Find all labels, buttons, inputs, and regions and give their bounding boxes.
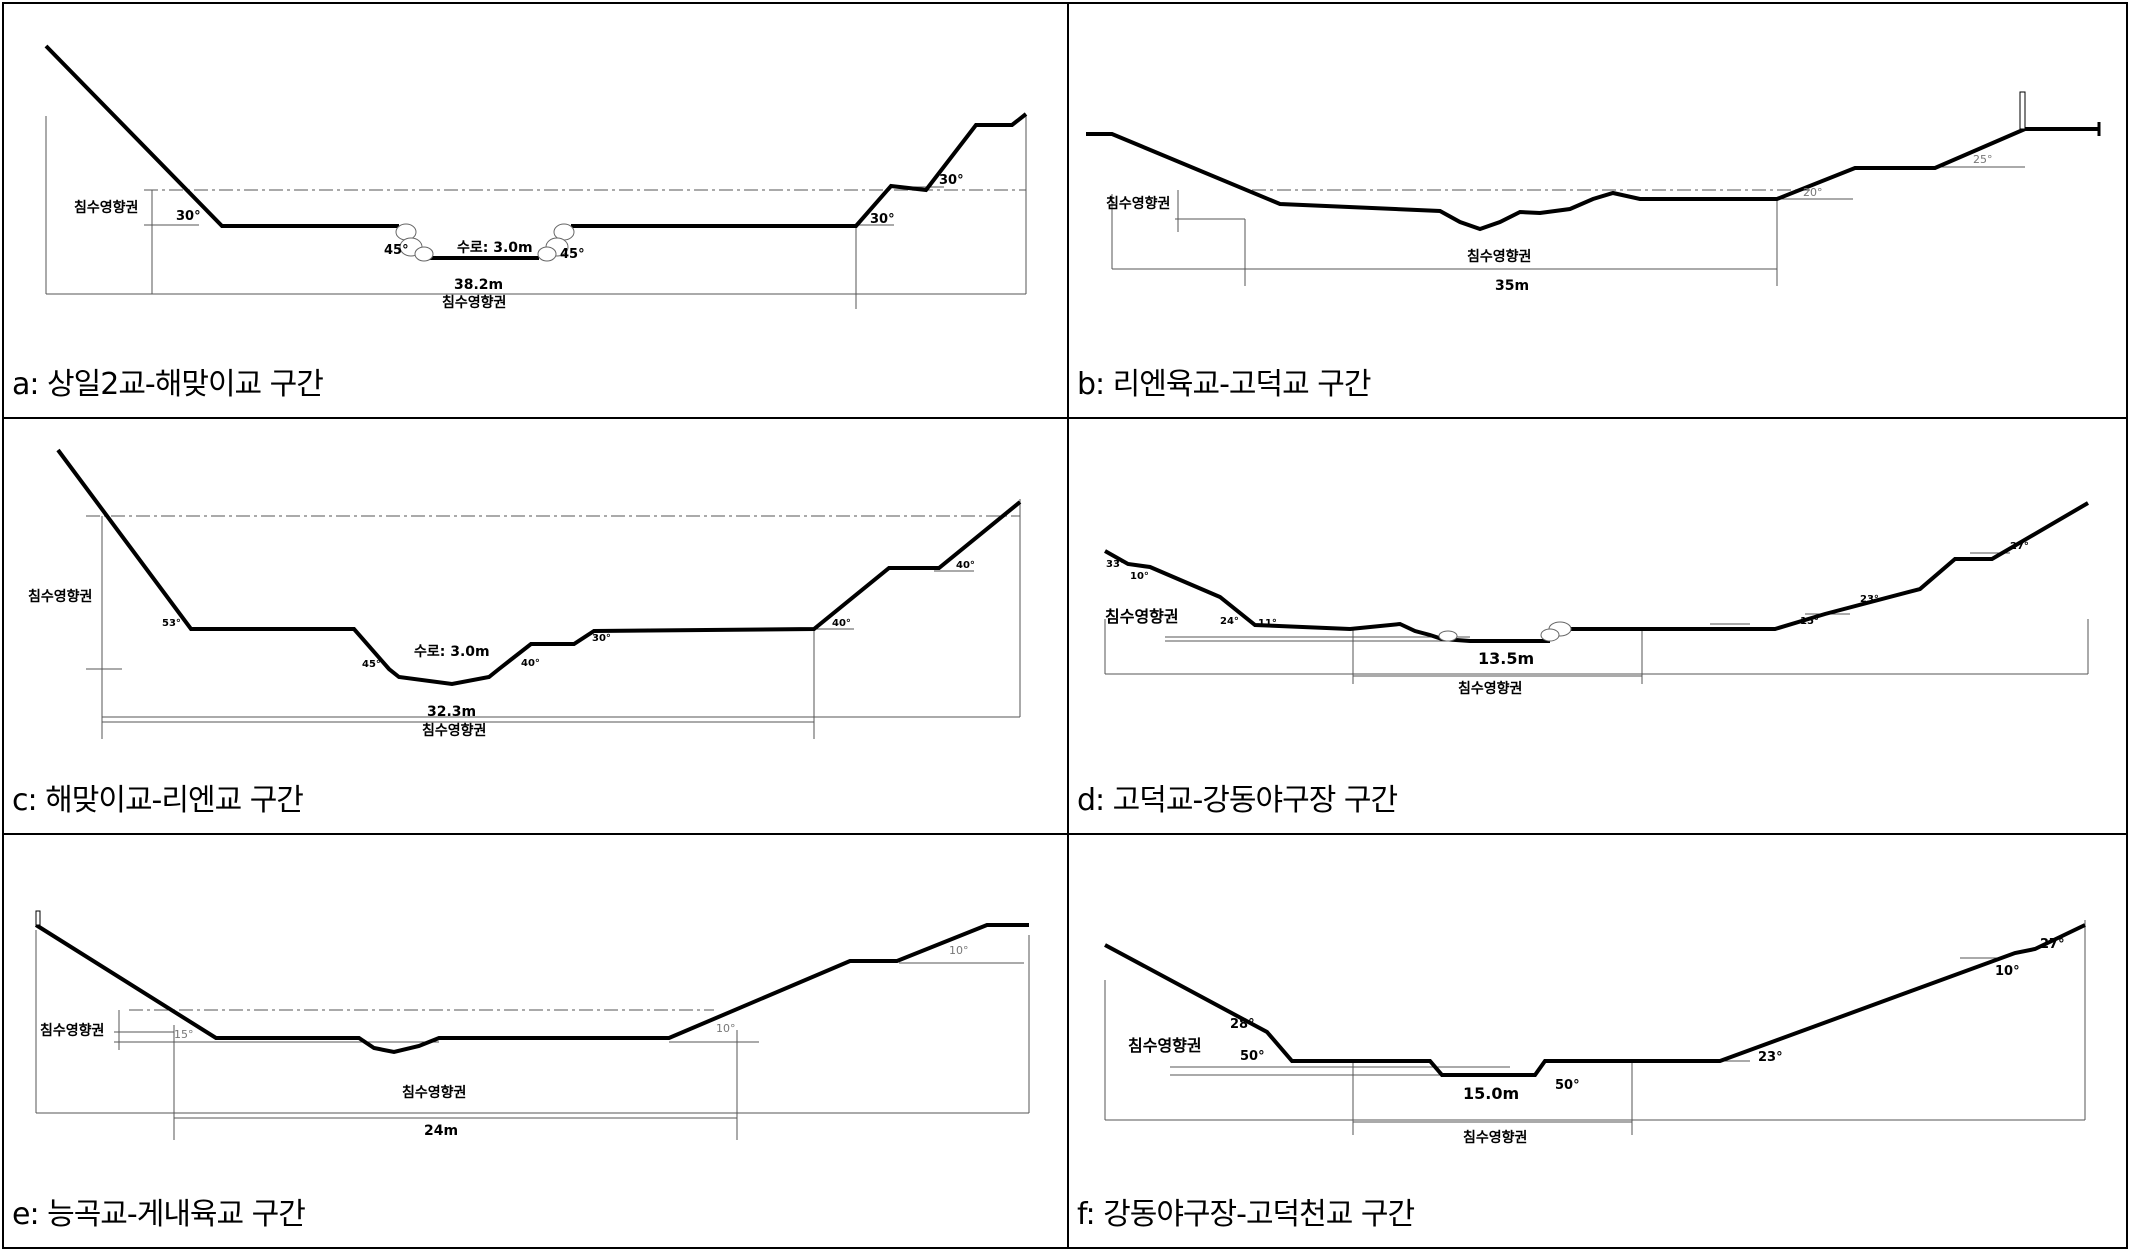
angle-label: 23° [1860, 594, 1879, 605]
channel-label: 수로: 3.0m [414, 644, 490, 660]
angle-label: 45° [560, 247, 585, 262]
zone-label-left: 침수영향권 [1106, 195, 1170, 212]
cross-section-a: 침수영향권 수로: 3.0m 38.2m 침수영향권 30° 45° 45° 3… [44, 44, 1028, 311]
angle-label: 30° [176, 209, 201, 224]
zone-label-left: 침수영향권 [1105, 607, 1179, 626]
angle-label: 45° [362, 659, 381, 670]
width-label: 35m [1495, 278, 1529, 294]
zone-label-bottom: 침수영향권 [1458, 680, 1522, 697]
panel-c: 침수영향권 수로: 3.0m 32.3m 침수영향권 53° 45° 40° 3… [4, 419, 1069, 835]
panel-b: 침수영향권 침수영향권 35m 25° 20° b: 리엔육교-고덕교 구간 [1069, 4, 2126, 419]
zone-label-left: 침수영향권 [74, 199, 138, 216]
angle-label: 10° [1130, 571, 1149, 582]
zone-label-left: 침수영향권 [40, 1022, 104, 1039]
angle-label: 27° [2010, 541, 2029, 552]
angle-label: 28° [1230, 1017, 1255, 1032]
angle-label: 40° [832, 618, 851, 629]
cross-section-f: 침수영향권 15.0m 침수영향권 28° 50° 50° 23° 10° 27… [1104, 920, 2086, 1146]
angle-label: 30° [939, 173, 964, 188]
zone-label-center: 침수영향권 [402, 1084, 466, 1101]
angle-label: 15° [174, 1028, 194, 1041]
width-label: 38.2m [454, 277, 503, 293]
caption: e: 능곡교-게내육교 구간 [12, 1197, 306, 1232]
angle-label: 40° [956, 560, 975, 571]
angle-label: 23° [1758, 1050, 1783, 1065]
panel-a: 침수영향권 수로: 3.0m 38.2m 침수영향권 30° 45° 45° 3… [4, 4, 1069, 419]
angle-label: 27° [2040, 937, 2065, 952]
zone-label-bottom: 침수영향권 [422, 722, 486, 739]
width-label: 13.5m [1478, 649, 1534, 668]
width-label: 15.0m [1463, 1084, 1519, 1103]
channel-label: 수로: 3.0m [457, 240, 533, 256]
angle-label: 15° [1800, 616, 1819, 627]
cross-section-b: 침수영향권 침수영향권 35m 25° 20° [1086, 91, 2101, 294]
zone-label-left: 침수영향권 [1128, 1036, 1202, 1055]
angle-label: 45° [384, 243, 409, 258]
zone-label-bottom: 침수영향권 [442, 294, 506, 311]
angle-label: 30° [592, 633, 611, 644]
width-label: 32.3m [427, 704, 476, 720]
panel-d: 침수영향권 13.5m 침수영향권 33° 10° 24° 11° 15° 23… [1069, 419, 2126, 835]
panel-f: 침수영향권 15.0m 침수영향권 28° 50° 50° 23° 10° 27… [1069, 835, 2126, 1247]
angle-label: 24° [1220, 616, 1239, 627]
caption: d: 고덕교-강동야구장 구간 [1077, 783, 1398, 818]
caption: c: 해맞이교-리엔교 구간 [12, 783, 304, 818]
zone-label-bottom: 침수영향권 [1463, 1129, 1527, 1146]
width-label: 24m [424, 1123, 458, 1139]
angle-label: 53° [162, 618, 181, 629]
caption: b: 리엔육교-고덕교 구간 [1077, 367, 1371, 402]
angle-label: 50° [1555, 1078, 1580, 1093]
cross-section-c: 침수영향권 수로: 3.0m 32.3m 침수영향권 53° 45° 40° 3… [28, 448, 1022, 739]
angle-label: 10° [1995, 964, 2020, 979]
zone-label-center: 침수영향권 [1467, 248, 1531, 265]
zone-label-left: 침수영향권 [28, 588, 92, 605]
angle-label: 50° [1240, 1049, 1265, 1064]
cross-section-d: 침수영향권 13.5m 침수영향권 33° 10° 24° 11° 15° 23… [1104, 501, 2090, 697]
angle-label: 30° [870, 212, 895, 227]
angle-label: 10° [949, 944, 969, 957]
caption: a: 상일2교-해맞이교 구간 [12, 367, 324, 402]
angle-label: 25° [1973, 153, 1993, 166]
cross-section-e: 침수영향권 침수영향권 24m 15° 10° 10° [34, 910, 1030, 1140]
angle-label: 10° [716, 1022, 736, 1035]
angle-label: 11° [1258, 618, 1277, 629]
angle-label: 33° [1106, 559, 1125, 570]
panel-e: 침수영향권 침수영향권 24m 15° 10° 10° e: 능곡교-게내육교 … [4, 835, 1069, 1247]
caption: f: 강동야구장-고덕천교 구간 [1077, 1197, 1415, 1232]
angle-label: 20° [1803, 186, 1823, 199]
angle-label: 40° [521, 658, 540, 669]
